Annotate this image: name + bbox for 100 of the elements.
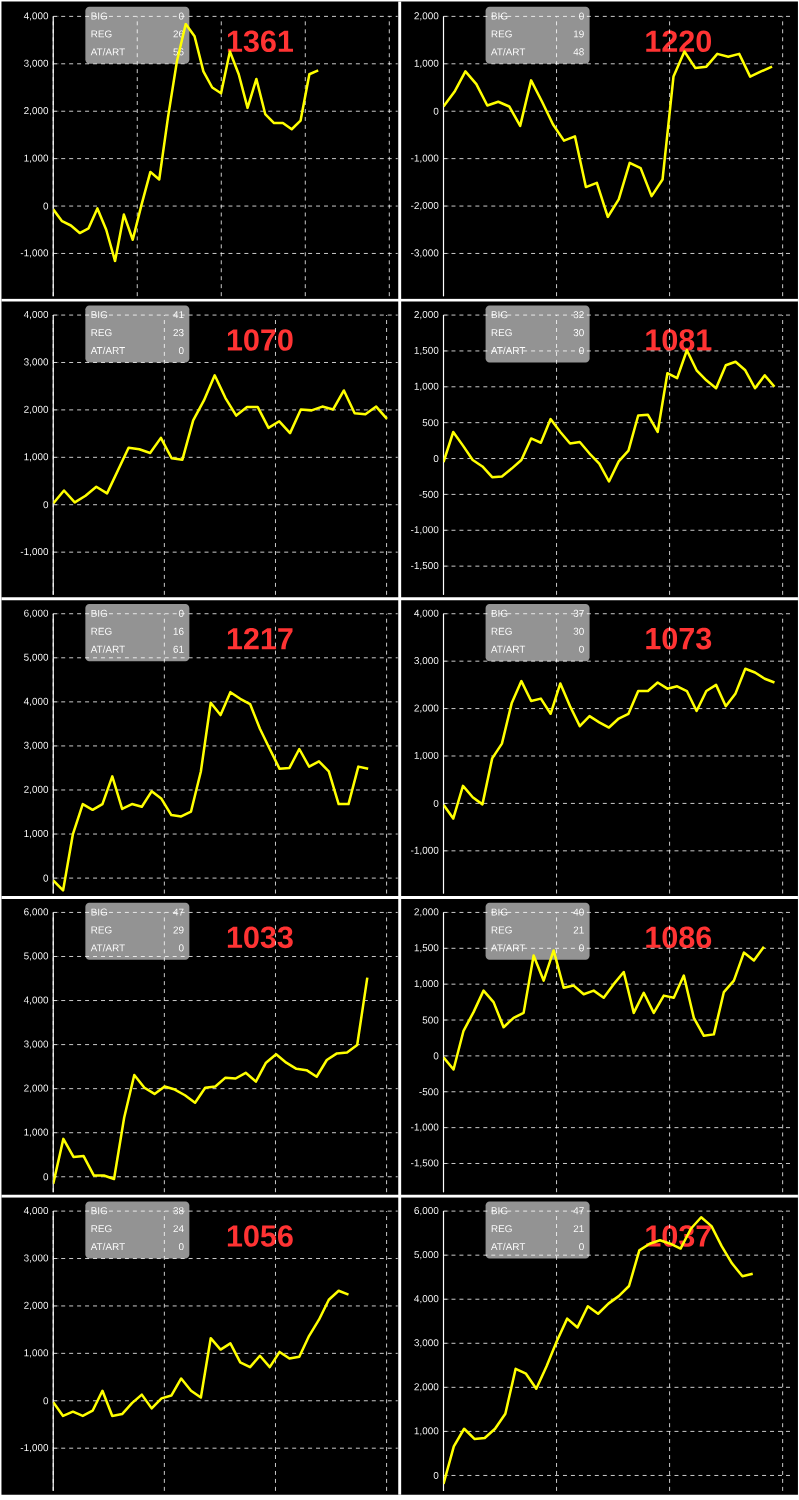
y-tick-label: 0 (433, 455, 439, 463)
chart-title: 1056 (227, 1225, 293, 1247)
annotation: BIG (491, 1207, 508, 1215)
y-tick-label: 2,000 (23, 1084, 48, 1093)
y-tick-label: 1,000 (24, 453, 48, 462)
y-tick-label: 1,000 (24, 154, 48, 163)
annotation: BIG (491, 311, 508, 319)
annotation: 30 (573, 329, 584, 337)
y-tick-label: 2,000 (414, 1383, 439, 1392)
y-tick-label: 0 (433, 107, 439, 115)
y-tick-label: 6,000 (23, 908, 48, 917)
annotation: 0 (578, 1243, 584, 1251)
y-tick-label: 2,000 (414, 310, 439, 320)
y-tick-label: 3,000 (23, 1040, 48, 1049)
annotation: 30 (573, 627, 584, 635)
y-tick-label: 0 (43, 1173, 48, 1181)
annotation: 48 (573, 48, 584, 56)
annotation: BIG (491, 609, 508, 617)
annotation: 40 (573, 908, 584, 916)
annotation: REG (491, 1225, 512, 1233)
y-tick-label: 0 (433, 799, 439, 807)
annotation: BIG (91, 1207, 107, 1215)
y-tick-label: 1,000 (414, 751, 439, 761)
y-tick-label: 2,000 (414, 704, 439, 713)
y-tick-label: 5,000 (414, 1251, 439, 1260)
y-tick-label: -1,000 (410, 154, 439, 163)
y-tick-label: -500 (419, 1088, 439, 1096)
y-tick-label: 4,000 (23, 12, 48, 21)
line-series (443, 1216, 754, 1486)
y-tick-label: 1,000 (414, 1427, 439, 1436)
y-tick-label: 1,000 (414, 980, 439, 989)
annotation: REG (491, 627, 512, 635)
annotation: 24 (173, 1225, 184, 1233)
chart-title: 1220 (646, 30, 711, 53)
chart-title: 1070 (227, 329, 293, 351)
y-tick-label: 4,000 (23, 996, 48, 1005)
annotation: 38 (173, 1207, 184, 1215)
y-tick-label: 1,500 (414, 944, 439, 953)
annotation: 21 (573, 926, 584, 934)
annotation: AT/ART (90, 944, 125, 952)
y-tick-label: 0 (43, 501, 48, 509)
annotation: BIG (91, 12, 107, 20)
chart-title: 1081 (646, 329, 712, 351)
y-tick-label: 0 (433, 1052, 439, 1060)
y-tick-label: -2,000 (410, 201, 439, 211)
y-tick-label: 0 (433, 1471, 439, 1479)
annotation: 21 (573, 1225, 584, 1233)
y-tick-label: 3,000 (23, 741, 48, 751)
annotation: AT/ART (490, 944, 525, 952)
y-tick-label: 4,000 (413, 609, 439, 618)
annotation: BIG (91, 908, 107, 916)
annotation: AT/ART (90, 1242, 125, 1251)
y-tick-label: 500 (422, 1016, 439, 1024)
annotation: REG (91, 926, 112, 934)
chart-title: 1033 (227, 926, 293, 949)
y-tick-label: 3,000 (23, 59, 48, 68)
y-tick-label: -1,000 (20, 548, 48, 557)
line-series (53, 1289, 350, 1418)
y-tick-label: 4,000 (23, 1207, 48, 1216)
annotation: 47 (173, 908, 184, 916)
y-tick-label: 3,000 (414, 657, 439, 666)
annotation: REG (91, 30, 112, 38)
y-tick-label: 0 (43, 1397, 48, 1405)
annotation: REG (491, 926, 512, 934)
annotation: 0 (578, 347, 584, 355)
annotation: 0 (578, 12, 584, 20)
y-tick-label: -3,000 (410, 249, 439, 258)
y-tick-label: 6,000 (23, 609, 48, 618)
annotation: 0 (178, 347, 184, 355)
y-tick-label: 6,000 (414, 1207, 439, 1216)
annotation: 37 (573, 609, 584, 617)
annotation: REG (491, 329, 512, 337)
y-tick-label: 0 (43, 874, 48, 882)
y-tick-label: 3,000 (23, 358, 48, 367)
annotation: AT/ART (490, 1242, 525, 1251)
chart-title: 1361 (227, 30, 293, 53)
annotation: AT/ART (90, 346, 125, 355)
y-tick-label: -1,000 (410, 846, 439, 855)
y-tick-label: 4,000 (23, 310, 48, 320)
annotation: REG (491, 30, 512, 38)
y-tick-label: 2,000 (23, 1301, 48, 1311)
y-tick-label: -1,000 (20, 249, 48, 258)
y-tick-label: 2,000 (23, 785, 48, 795)
line-series (53, 976, 369, 1186)
annotation: 0 (578, 944, 584, 952)
y-tick-label: 2,000 (414, 12, 439, 21)
annotation: 32 (573, 311, 584, 319)
annotation: 16 (173, 627, 184, 635)
y-tick-label: 1,500 (414, 346, 439, 356)
y-tick-label: -1,000 (410, 526, 439, 535)
annotation: AT/ART (90, 48, 125, 56)
annotation: 19 (573, 30, 584, 38)
line-series (53, 22, 320, 263)
y-tick-label: 5,000 (23, 952, 48, 961)
y-tick-label: -1,000 (410, 1123, 439, 1132)
y-tick-label: 5,000 (23, 653, 48, 662)
annotation: 0 (178, 609, 184, 617)
annotation: 0 (178, 944, 184, 952)
annotation: BIG (491, 12, 508, 20)
annotation: 23 (173, 329, 184, 337)
